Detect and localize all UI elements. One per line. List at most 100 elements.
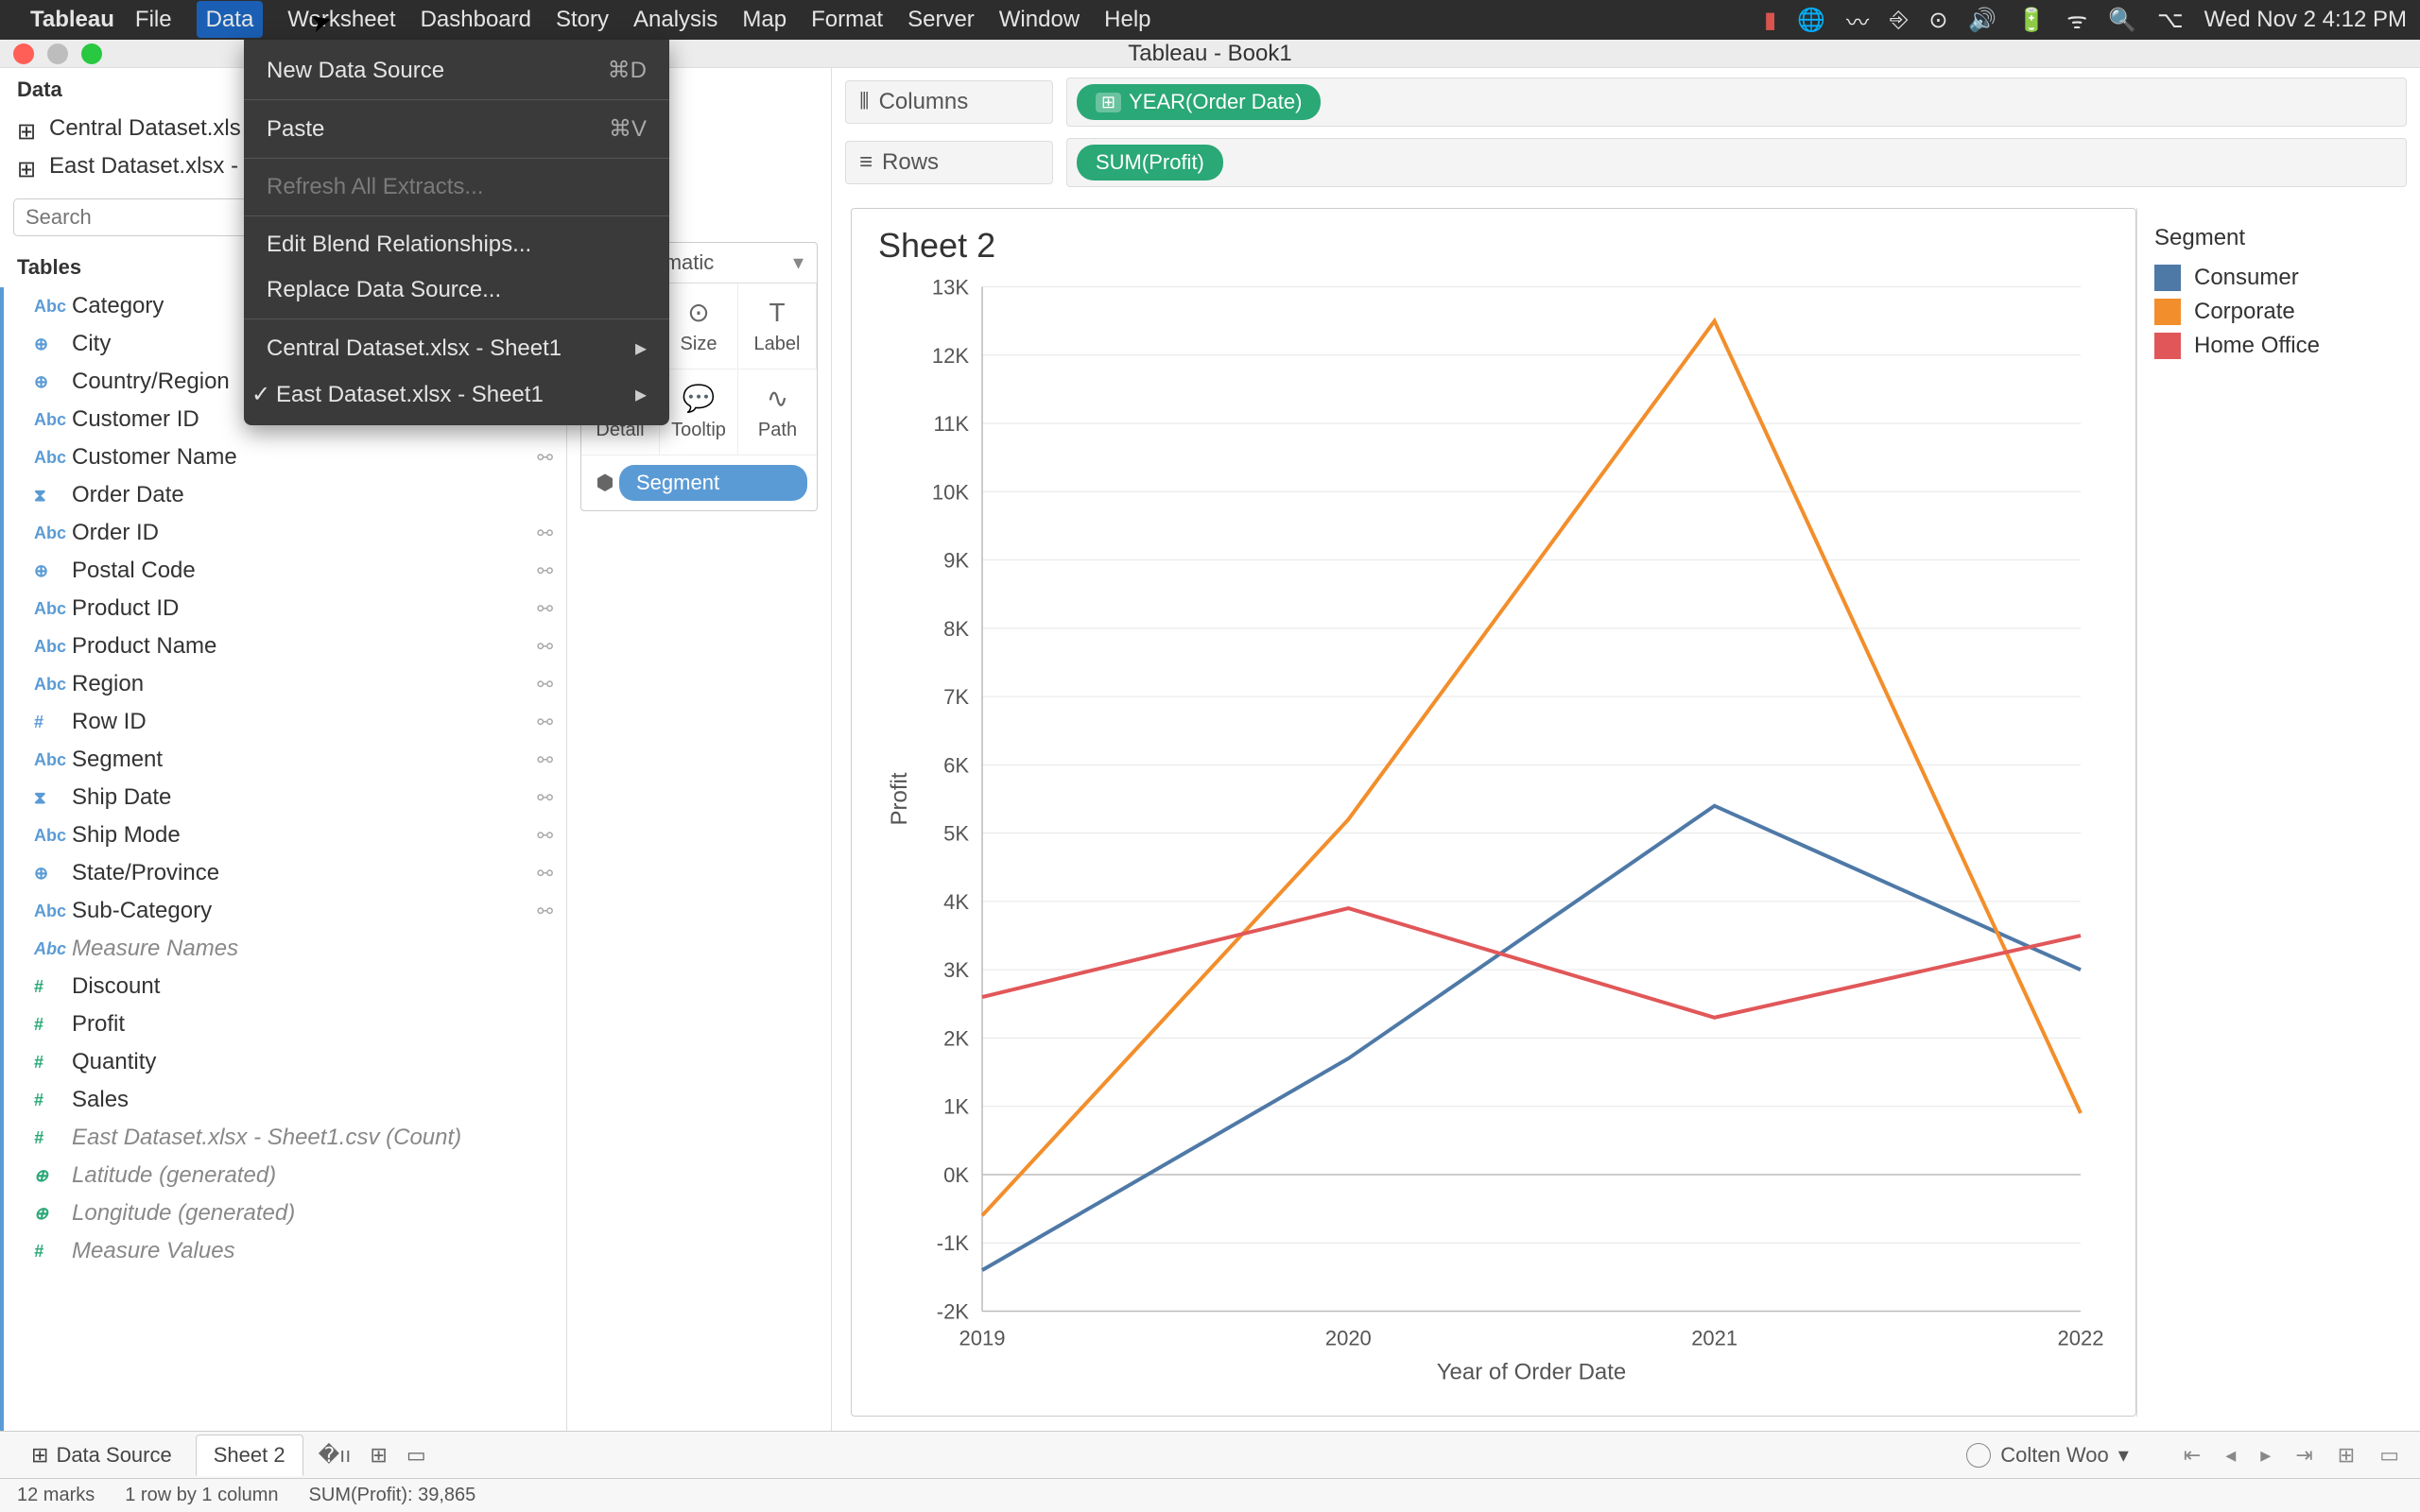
columns-shelf[interactable]: ⊞YEAR(Order Date) — [1066, 77, 2407, 127]
menu-help[interactable]: Help — [1104, 7, 1150, 32]
globe-icon[interactable]: 🌐 — [1797, 7, 1825, 34]
field-name: Postal Code — [72, 558, 196, 584]
swirl-icon[interactable]: 〰 — [1846, 4, 1869, 37]
field-item[interactable]: ⊕Latitude (generated) — [4, 1157, 566, 1194]
field-item[interactable]: ⊕State/Province⚯ — [4, 854, 566, 892]
menu-item[interactable]: Replace Data Source... — [244, 267, 669, 313]
app-name[interactable]: Tableau — [30, 7, 114, 33]
field-name: Category — [72, 293, 164, 319]
spotlight-icon[interactable]: 🔍 — [2108, 7, 2136, 34]
menu-server[interactable]: Server — [908, 7, 975, 32]
field-item[interactable]: AbcRegion⚯ — [4, 665, 566, 703]
field-item[interactable]: #Sales — [4, 1081, 566, 1119]
status-icon[interactable]: ▮ — [1764, 7, 1776, 34]
field-item[interactable]: #Quantity — [4, 1043, 566, 1081]
menu-item[interactable]: New Data Source⌘D — [244, 47, 669, 94]
legend-item[interactable]: Consumer — [2154, 265, 2384, 291]
series-corporate[interactable] — [982, 321, 2081, 1216]
minimize-button[interactable] — [47, 43, 68, 64]
mark-size-button[interactable]: ⊙Size — [660, 284, 738, 369]
menu-item[interactable]: Paste⌘V — [244, 106, 669, 152]
wifi-icon[interactable]: ᯤ — [2066, 5, 2087, 36]
menu-dashboard[interactable]: Dashboard — [421, 7, 531, 32]
field-item[interactable]: AbcOrder ID⚯ — [4, 514, 566, 552]
user-name[interactable]: Colten Woo — [2000, 1443, 2109, 1468]
show-sheets-button[interactable]: ▭ — [2372, 1439, 2407, 1471]
columns-pill[interactable]: ⊞YEAR(Order Date) — [1077, 84, 1321, 120]
nav-first-button[interactable]: ⇤ — [2176, 1439, 2208, 1471]
zoom-button[interactable] — [81, 43, 102, 64]
field-item[interactable]: ⊕Longitude (generated) — [4, 1194, 566, 1232]
legend-item[interactable]: Corporate — [2154, 299, 2384, 325]
field-item[interactable]: AbcProduct ID⚯ — [4, 590, 566, 627]
field-item[interactable]: #East Dataset.xlsx - Sheet1.csv (Count) — [4, 1119, 566, 1157]
nav-next-button[interactable]: ▸ — [2253, 1439, 2278, 1471]
svg-text:10K: 10K — [932, 480, 969, 504]
mark-tooltip-button[interactable]: 💬Tooltip — [660, 369, 738, 455]
field-item[interactable]: ⧗Ship Date⚯ — [4, 779, 566, 816]
new-worksheet-button[interactable]: �ıı — [309, 1437, 361, 1473]
mark-path-button[interactable]: ∿Path — [738, 369, 817, 455]
control-center-icon[interactable]: ⌥ — [2157, 7, 2184, 34]
svg-text:Year of Order Date: Year of Order Date — [1437, 1360, 1627, 1385]
field-item[interactable]: AbcMeasure Names — [4, 930, 566, 968]
field-name: Measure Values — [72, 1238, 235, 1264]
user-menu-chevron-icon[interactable]: ▾ — [2118, 1443, 2129, 1468]
line-chart[interactable]: -2K-1K0K1K2K3K4K5K6K7K8K9K10K11K12K13K20… — [878, 275, 2109, 1399]
play-icon[interactable]: ⊙ — [1928, 7, 1947, 34]
field-type-icon: Abc — [34, 524, 72, 543]
close-button[interactable] — [13, 43, 34, 64]
series-home-office[interactable] — [982, 908, 2081, 1018]
sheet-title[interactable]: Sheet 2 — [878, 226, 2109, 266]
expand-icon[interactable]: ⊞ — [1096, 93, 1121, 112]
datasource-tab[interactable]: ⊞Data Source — [13, 1435, 190, 1476]
field-item[interactable]: AbcSub-Category⚯ — [4, 892, 566, 930]
menu-story[interactable]: Story — [556, 7, 609, 32]
volume-icon[interactable]: 🔊 — [1968, 7, 1996, 34]
rows-shelf[interactable]: SUM(Profit) — [1066, 138, 2407, 187]
legend-item[interactable]: Home Office — [2154, 333, 2384, 359]
sheet-tab[interactable]: Sheet 2 — [196, 1435, 303, 1476]
field-name: Order Date — [72, 482, 184, 508]
menu-item[interactable]: Edit Blend Relationships... — [244, 222, 669, 267]
show-filmstrip-button[interactable]: ⊞ — [2330, 1439, 2362, 1471]
clock[interactable]: Wed Nov 2 4:12 PM — [2204, 7, 2407, 33]
rows-pill[interactable]: SUM(Profit) — [1077, 145, 1223, 180]
marks-color-pill[interactable]: ⬢ Segment — [591, 465, 807, 501]
field-name: Discount — [72, 973, 160, 1000]
field-name: Region — [72, 671, 144, 697]
menu-file[interactable]: File — [135, 7, 172, 32]
svg-text:5K: 5K — [943, 822, 969, 846]
battery-icon[interactable]: 🔋 — [2017, 7, 2046, 34]
new-story-button[interactable]: ▭ — [397, 1437, 436, 1473]
mark-label-button[interactable]: TLabel — [738, 284, 817, 369]
field-item[interactable]: #Measure Values — [4, 1232, 566, 1270]
menu-item[interactable]: Central Dataset.xlsx - Sheet1▸ — [244, 325, 669, 371]
nav-prev-button[interactable]: ◂ — [2218, 1439, 2243, 1471]
status-agg: SUM(Profit): 39,865 — [309, 1485, 476, 1506]
menu-item[interactable]: ✓East Dataset.xlsx - Sheet1▸ — [244, 371, 669, 418]
menu-analysis[interactable]: Analysis — [633, 7, 717, 32]
field-item[interactable]: #Discount — [4, 968, 566, 1005]
svg-text:2K: 2K — [943, 1026, 969, 1050]
field-item[interactable]: AbcCustomer Name⚯ — [4, 438, 566, 476]
field-item[interactable]: AbcProduct Name⚯ — [4, 627, 566, 665]
field-item[interactable]: AbcSegment⚯ — [4, 741, 566, 779]
menu-worksheet[interactable]: Worksheet — [287, 7, 395, 32]
field-item[interactable]: AbcShip Mode⚯ — [4, 816, 566, 854]
menu-data[interactable]: Data — [197, 1, 264, 38]
menu-format[interactable]: Format — [811, 7, 883, 32]
new-dashboard-button[interactable]: ⊞ — [360, 1437, 396, 1473]
field-name: Measure Names — [72, 936, 238, 962]
field-item[interactable]: #Row ID⚯ — [4, 703, 566, 741]
field-item[interactable]: ⧗Order Date — [4, 476, 566, 514]
menu-window[interactable]: Window — [999, 7, 1080, 32]
field-item[interactable]: #Profit — [4, 1005, 566, 1043]
svg-text:2022: 2022 — [2058, 1327, 2104, 1350]
user-avatar-icon[interactable] — [1966, 1443, 1991, 1468]
field-item[interactable]: ⊕Postal Code⚯ — [4, 552, 566, 590]
field-name: Sub-Category — [72, 898, 212, 924]
menu-map[interactable]: Map — [742, 7, 786, 32]
key-icon[interactable]: ⎆ — [1890, 7, 1908, 33]
nav-last-button[interactable]: ⇥ — [2288, 1439, 2320, 1471]
